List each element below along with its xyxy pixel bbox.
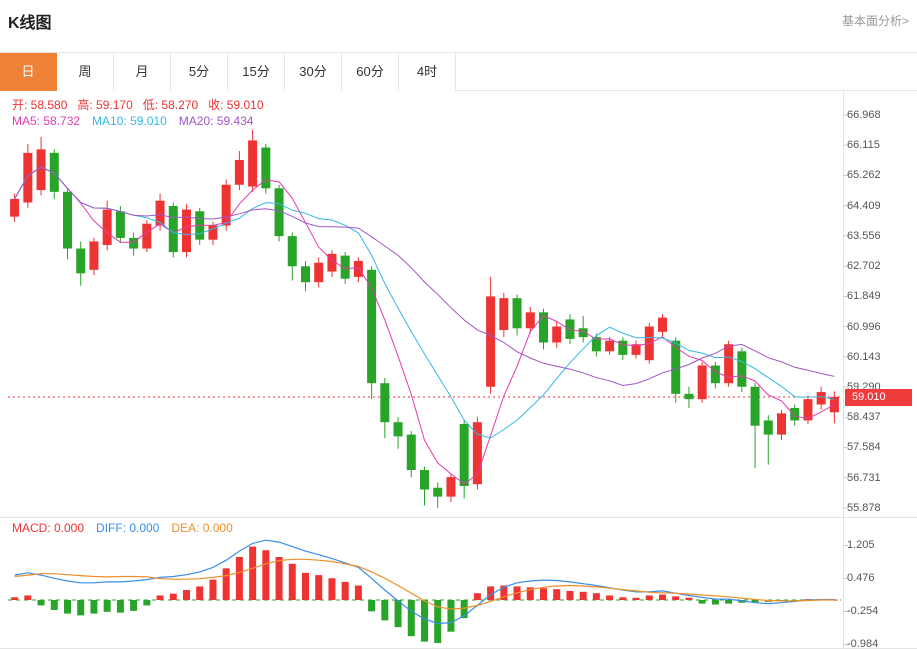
tab-day[interactable]: 日 [0, 53, 57, 91]
y-axis-label: 55.878 [847, 501, 881, 514]
fundamental-analysis-link[interactable]: 基本面分析> [841, 14, 909, 28]
macd-axis-label: 0.476 [847, 572, 875, 584]
macd-axis: 1.205 0.476 -0.254 -0.984 [847, 538, 915, 649]
y-axis-label: 57.584 [847, 441, 881, 454]
macd-axis-label: 1.205 [847, 539, 875, 551]
tab-5min[interactable]: 5分 [171, 53, 228, 91]
tab-30min[interactable]: 30分 [285, 53, 342, 91]
y-axis-label: 65.262 [847, 169, 881, 182]
tab-4hour[interactable]: 4时 [399, 53, 456, 91]
y-axis-label: 63.556 [847, 229, 881, 242]
ohlc-info: 开: 58.580 高: 59.170 低: 58.270 收: 59.010 [12, 96, 274, 113]
tab-week[interactable]: 周 [57, 53, 114, 91]
price-axis: 66.968 66.115 65.262 64.409 63.556 62.70… [847, 108, 915, 515]
dea-value: DEA: 0.000 [171, 521, 233, 535]
high-value: 高: 59.170 [77, 98, 133, 112]
y-axis-label: 60.996 [847, 320, 881, 333]
open-value: 开: 58.580 [12, 98, 68, 112]
y-axis-label: 56.731 [847, 471, 881, 484]
ma-info: MA5: 58.732 MA10: 59.010 MA20: 59.434 [12, 114, 265, 128]
y-axis-label: 66.968 [847, 109, 881, 121]
close-value: 收: 59.010 [208, 98, 264, 112]
y-axis-label: 66.115 [847, 139, 880, 152]
ma5-value: MA5: 58.732 [12, 114, 81, 128]
y-axis-label: 64.409 [847, 199, 881, 212]
macd-value: MACD: 0.000 [12, 521, 85, 535]
tab-15min[interactable]: 15分 [228, 53, 285, 91]
diff-value: DIFF: 0.000 [96, 521, 160, 535]
axis-divider [843, 91, 844, 649]
last-price-tag: 59.010 [845, 388, 912, 406]
low-value: 低: 58.270 [142, 98, 199, 112]
tab-60min[interactable]: 60分 [342, 53, 399, 91]
y-axis-label: 61.849 [847, 290, 881, 303]
page-title: K线图 [8, 15, 52, 32]
macd-axis-label: -0.984 [847, 638, 879, 649]
y-axis-label: 58.437 [847, 411, 881, 424]
tab-month[interactable]: 月 [114, 53, 171, 91]
y-axis-label: 62.702 [847, 260, 881, 273]
macd-info: MACD: 0.000 DIFF: 0.000 DEA: 0.000 [12, 521, 245, 535]
panel-divider [0, 517, 917, 518]
macd-axis-label: -0.254 [847, 605, 879, 617]
ma10-value: MA10: 59.010 [92, 114, 167, 128]
y-axis-label: 60.143 [847, 350, 881, 363]
header: K线图 基本面分析> [0, 0, 917, 34]
period-tabs: 日 周 月 5分 15分 30分 60分 4时 [0, 52, 917, 91]
ma20-value: MA20: 59.434 [178, 114, 254, 128]
